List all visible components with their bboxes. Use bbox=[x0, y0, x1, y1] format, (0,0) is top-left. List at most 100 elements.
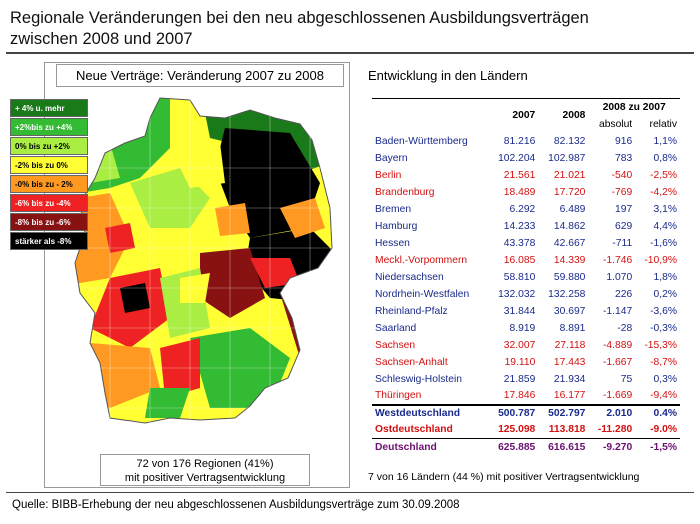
value-2007: 8.919 bbox=[509, 322, 536, 334]
change-relativ: -15,3% bbox=[644, 339, 677, 351]
table-row: Bremen 6.292 6.489 197 3,1% bbox=[372, 201, 680, 218]
table-heading: Entwicklung in den Ländern bbox=[368, 68, 528, 83]
table-row: Brandenburg 18.489 17.720 -769 -4,2% bbox=[372, 184, 680, 201]
change-relativ: -1,5% bbox=[635, 438, 680, 456]
value-2008: 59.880 bbox=[553, 271, 586, 283]
value-2007: 102.204 bbox=[498, 152, 536, 164]
value-2007: 19.110 bbox=[504, 356, 536, 368]
value-2008: 17.720 bbox=[553, 186, 586, 198]
value-2008: 502.797 bbox=[538, 403, 589, 422]
change-absolut: 1.070 bbox=[606, 271, 633, 283]
header-name bbox=[372, 99, 488, 116]
value-2008: 17.443 bbox=[553, 356, 586, 368]
value-2008: 616.615 bbox=[538, 438, 589, 456]
land-name: Hessen bbox=[375, 237, 410, 249]
change-relativ: 0,2% bbox=[653, 288, 677, 300]
title-divider bbox=[6, 52, 694, 54]
table-row: Nordrhein-Westfalen 132.032 132.258 226 0,2% bbox=[372, 286, 680, 303]
change-absolut: -1.147 bbox=[602, 305, 633, 317]
land-name: Sachsen bbox=[375, 339, 416, 351]
value-2008: 14.862 bbox=[553, 220, 586, 232]
header-2008: 2008 bbox=[562, 110, 586, 122]
land-name: Thüringen bbox=[375, 390, 422, 401]
table-row: Hamburg 14.233 14.862 629 4,4% bbox=[372, 218, 680, 235]
legend-item: 0% bis zu +2% bbox=[10, 137, 88, 155]
change-absolut: -1.746 bbox=[602, 254, 633, 266]
value-2007: 31.844 bbox=[503, 305, 536, 317]
land-name: Brandenburg bbox=[375, 186, 435, 198]
change-relativ: -8,7% bbox=[650, 356, 677, 368]
source-note: Quelle: BIBB-Erhebung der neu abgeschlos… bbox=[12, 499, 460, 511]
land-name: Nordrhein-Westfalen bbox=[375, 288, 470, 300]
laender-table: 2007 2008 2008 zu 2007 absolut relativ B… bbox=[372, 98, 680, 456]
change-absolut: -9.270 bbox=[588, 438, 636, 456]
value-2007: 132.032 bbox=[498, 288, 536, 300]
value-2008: 21.021 bbox=[553, 169, 586, 181]
value-2008: 6.489 bbox=[559, 203, 586, 215]
table-row: Hessen 43.378 42.667 -711 -1,6% bbox=[372, 235, 680, 252]
land-name: Deutschland bbox=[372, 438, 489, 456]
header-spacer bbox=[372, 116, 488, 133]
value-2007: 16.085 bbox=[503, 254, 536, 266]
land-name: Berlin bbox=[375, 169, 402, 181]
table-row: Bayern 102.204 102.987 783 0,8% bbox=[372, 150, 680, 167]
table-row: Meckl.-Vorpommern 16.085 14.339 -1.746 -10,9… bbox=[372, 252, 680, 269]
table-row: Deutschland 625.885 616.615 -9.270 -1,5% bbox=[372, 438, 680, 456]
change-relativ: 0.4% bbox=[635, 403, 680, 422]
value-2007: 81.216 bbox=[503, 135, 536, 147]
change-absolut: -711 bbox=[612, 237, 633, 249]
map-caption-line-1: 72 von 176 Regionen (41%) bbox=[136, 458, 274, 470]
change-absolut: 197 bbox=[615, 203, 633, 215]
land-name: Ostdeutschland bbox=[375, 424, 453, 436]
legend-item: -0% bis zu - 2% bbox=[10, 175, 88, 193]
change-relativ: -1,6% bbox=[650, 237, 677, 249]
land-name: Rheinland-Pfalz bbox=[375, 305, 448, 317]
table-row: Sachsen-Anhalt 19.110 17.443 -1.667 -8,7% bbox=[372, 354, 680, 371]
land-name: Saarland bbox=[375, 322, 417, 334]
table-row: Saarland 8.919 8.891 -28 -0,3% bbox=[372, 320, 680, 337]
land-name: Meckl.-Vorpommern bbox=[375, 254, 468, 266]
change-absolut: -1.667 bbox=[602, 356, 633, 368]
value-2008: 30.697 bbox=[553, 305, 586, 317]
change-relativ: -4,2% bbox=[650, 186, 677, 198]
map-caption-line-2: mit positiver Vertragsentwicklung bbox=[124, 472, 286, 484]
change-absolut: -540 bbox=[611, 169, 633, 181]
legend-item: -6% bis zu -4% bbox=[10, 194, 88, 212]
value-2007: 21.561 bbox=[503, 169, 536, 181]
value-2007: 14.233 bbox=[503, 220, 536, 232]
change-relativ: -9.0% bbox=[650, 424, 677, 436]
change-relativ: -0,3% bbox=[650, 322, 677, 334]
value-2007: 500.787 bbox=[488, 403, 539, 422]
land-name: Bremen bbox=[375, 203, 412, 215]
change-absolut: -4.889 bbox=[602, 339, 633, 351]
change-relativ: 1,8% bbox=[653, 271, 677, 283]
change-absolut: -28 bbox=[617, 322, 633, 334]
table-caption: 7 von 16 Ländern (44 %) mit positiver Ve… bbox=[368, 471, 640, 483]
value-2008: 27.118 bbox=[554, 339, 586, 351]
land-name: Baden-Württemberg bbox=[375, 135, 468, 147]
change-relativ: 0,3% bbox=[653, 373, 677, 385]
change-relativ: 3,1% bbox=[653, 203, 677, 215]
land-name: Bayern bbox=[375, 152, 408, 164]
table-row: Baden-Württemberg 81.216 82.132 916 1,1% bbox=[372, 133, 680, 150]
change-absolut: 629 bbox=[615, 220, 633, 232]
change-absolut: 2.010 bbox=[588, 403, 636, 422]
value-2008: 14.339 bbox=[553, 254, 586, 266]
land-name: Niedersachsen bbox=[375, 271, 444, 283]
page-title: Regionale Veränderungen bei den neu abge… bbox=[10, 8, 610, 50]
table-row: Berlin 21.561 21.021 -540 -2,5% bbox=[372, 167, 680, 184]
map-heading: Neue Verträge: Veränderung 2007 zu 2008 bbox=[56, 64, 344, 87]
land-name: Westdeutschland bbox=[372, 403, 489, 422]
footer-divider bbox=[6, 492, 694, 493]
value-2007: 43.378 bbox=[503, 237, 536, 249]
change-relativ: 0,8% bbox=[653, 152, 677, 164]
value-2008: 16.177 bbox=[553, 390, 586, 401]
table-row: Thüringen 17.846 16.177 -1.669 -9,4% bbox=[372, 388, 680, 405]
change-absolut: -11.280 bbox=[597, 424, 633, 436]
map-legend: + 4% u. mehr +2%bis zu +4% 0% bis zu +2% -2… bbox=[10, 99, 88, 251]
value-2007: 17.846 bbox=[503, 390, 536, 401]
value-2008: 21.934 bbox=[553, 373, 586, 385]
table-row: Rheinland-Pfalz 31.844 30.697 -1.147 -3,6% bbox=[372, 303, 680, 320]
change-absolut: 75 bbox=[620, 373, 633, 385]
table-row: Schleswig-Holstein 21.859 21.934 75 0,3% bbox=[372, 371, 680, 388]
